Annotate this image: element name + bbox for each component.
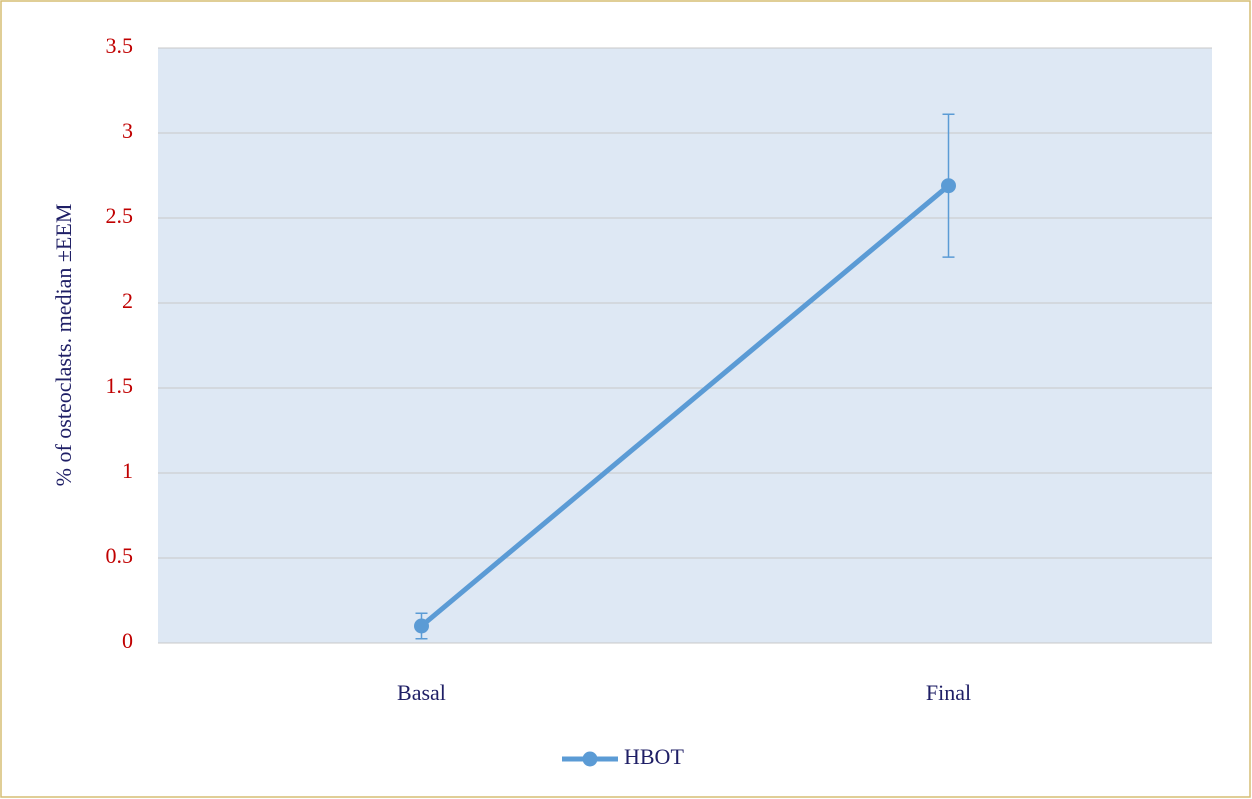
plot-area (158, 48, 1212, 643)
data-point (414, 618, 429, 634)
x-tick-label: Basal (397, 680, 446, 705)
y-tick-label: 3 (122, 118, 133, 143)
y-tick-label: 0 (122, 628, 133, 653)
y-tick-label: 0.5 (106, 543, 134, 568)
y-tick-label: 2.5 (106, 203, 134, 228)
legend-label: HBOT (624, 744, 684, 769)
data-point (941, 178, 956, 194)
y-tick-label: 1.5 (106, 373, 134, 398)
y-tick-label: 1 (122, 458, 133, 483)
y-axis-label: % of osteoclasts. median ±EEM (51, 204, 76, 487)
legend-marker (582, 751, 598, 767)
x-tick-label: Final (926, 680, 971, 705)
y-tick-label: 3.5 (106, 33, 134, 58)
y-tick-label: 2 (122, 288, 133, 313)
series-line (419, 183, 951, 629)
